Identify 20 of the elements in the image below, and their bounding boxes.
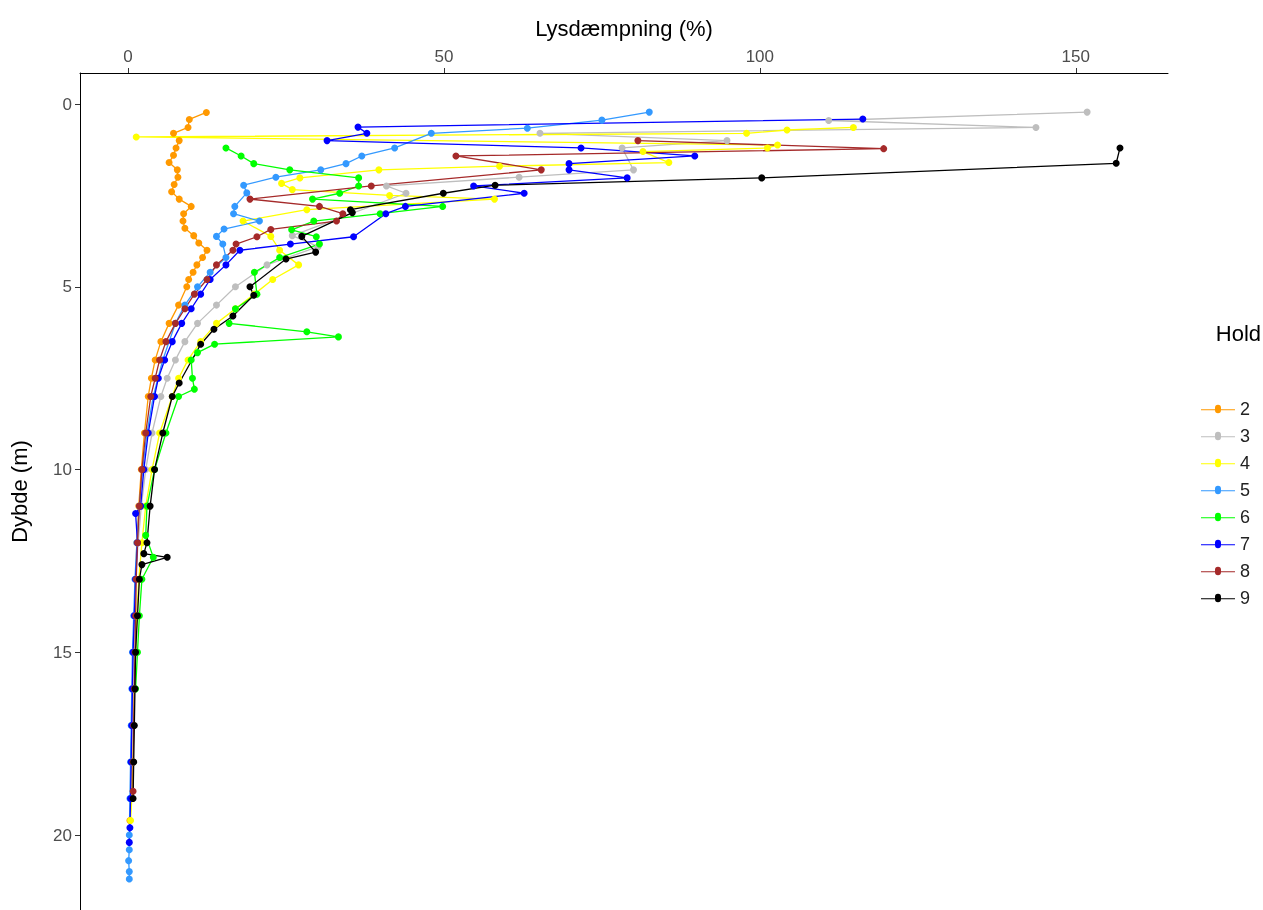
legend-label: 3	[1239, 426, 1250, 446]
y-tick-label: 15	[53, 642, 72, 662]
legend-label: 4	[1239, 453, 1250, 473]
x-axis-title: Lysdæmpning (%)	[535, 15, 713, 41]
x-tick-label: 100	[745, 47, 775, 66]
y-axis-title: Dybde (m)	[6, 440, 32, 543]
legend-label: 5	[1239, 480, 1250, 500]
legend-label: 6	[1239, 507, 1250, 527]
x-tick-label: 150	[1061, 47, 1090, 66]
legend-title: Hold	[1215, 320, 1261, 346]
y-tick-label: 5	[62, 277, 72, 297]
legend-label: 7	[1239, 534, 1250, 554]
legend-label: 9	[1239, 588, 1250, 608]
x-tick-label: 0	[123, 47, 133, 66]
x-tick-label: 50	[434, 47, 454, 66]
y-tick-label: 10	[53, 460, 72, 480]
legend-label: 2	[1239, 399, 1250, 419]
y-tick-label: 0	[62, 94, 72, 114]
y-tick-label: 20	[53, 825, 72, 845]
legend-label: 8	[1239, 561, 1250, 581]
